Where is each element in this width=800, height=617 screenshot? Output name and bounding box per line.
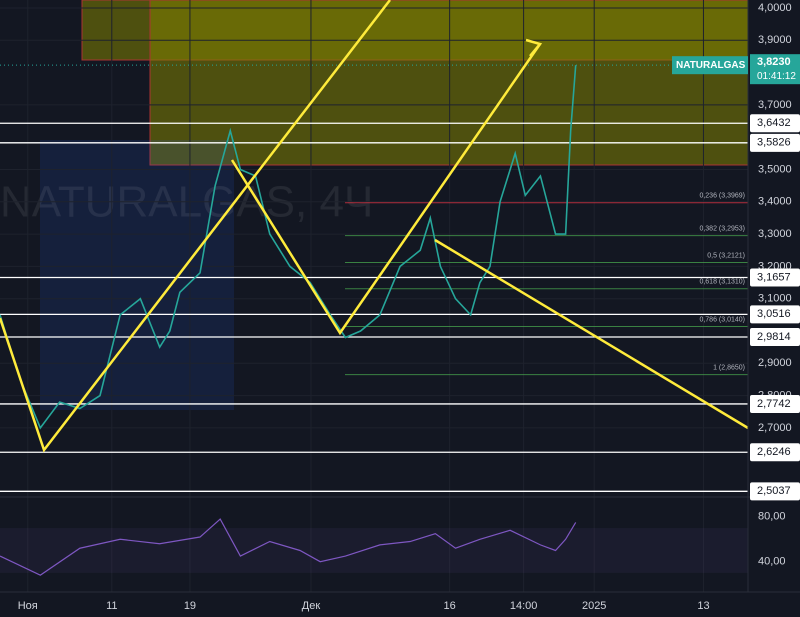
rsi-line — [0, 518, 577, 576]
x-tick-label: 19 — [184, 600, 196, 612]
fib-label: 0,382 (3,2953) — [699, 225, 745, 232]
x-tick-label: 14:00 — [510, 600, 538, 612]
fib-label: 0,618 (3,1310) — [699, 279, 745, 286]
x-tick-label: 16 — [444, 600, 456, 612]
level-badge — [750, 482, 800, 501]
symbol-label: NATURALGAS — [676, 60, 746, 71]
level-badge — [750, 114, 800, 133]
level-label: 2,5037 — [757, 485, 791, 497]
countdown: 01:41:12 — [757, 71, 796, 82]
y-tick-label: 3,1000 — [758, 293, 792, 305]
last-badge — [750, 54, 800, 85]
y-tick-label: 2,7000 — [758, 422, 792, 434]
x-tick-label: Дек — [302, 600, 321, 612]
price-line — [0, 65, 577, 430]
fib-label: 0,786 (3,0140) — [699, 316, 745, 323]
x-tick-label: Ноя — [18, 600, 38, 612]
level-badge — [750, 394, 800, 413]
fib-label: 1 (2,8650) — [713, 364, 745, 371]
level-badge — [750, 133, 800, 152]
y-tick-label: 3,3000 — [758, 228, 792, 240]
level-label: 3,6432 — [757, 117, 791, 129]
level-label: 2,7742 — [757, 398, 791, 410]
volume-profile-zone — [40, 140, 234, 410]
fib-label: 0,236 (3,3969) — [699, 193, 745, 200]
level-label: 2,9814 — [757, 331, 791, 343]
y-tick-label: 4,0000 — [758, 2, 792, 14]
level-label: 2,6246 — [757, 446, 791, 458]
symbol-badge — [672, 56, 748, 75]
zone-main — [149, 0, 749, 166]
y-tick-label: 3,7000 — [758, 99, 792, 111]
arrow-head — [525, 38, 543, 57]
last-label: 3,8230 — [757, 56, 791, 68]
level-label: 3,0516 — [757, 308, 791, 320]
y-tick-label: 3,4000 — [758, 196, 792, 208]
x-tick-label: 11 — [106, 600, 117, 612]
level-badge — [750, 443, 800, 462]
level-badge — [750, 328, 800, 347]
level-badge — [750, 305, 800, 324]
zigzag-drawing — [0, 0, 391, 453]
zigzag-drawing — [230, 43, 542, 336]
rsi-tick-label: 40,00 — [758, 556, 786, 568]
y-tick-label: 3,5000 — [758, 163, 792, 175]
x-tick-label: 13 — [697, 600, 709, 612]
y-tick-label: 3,9000 — [758, 34, 792, 46]
trend-drawing — [434, 238, 749, 430]
x-tick-label: 2025 — [582, 600, 606, 612]
rsi-tick-label: 80,00 — [758, 511, 786, 523]
level-label: 3,1657 — [757, 271, 791, 283]
level-label: 3,5826 — [757, 137, 791, 149]
level-badge — [750, 268, 800, 287]
rsi-band — [0, 528, 748, 573]
y-tick-label: 2,9000 — [758, 357, 792, 369]
fib-label: 0,5 (3,2121) — [707, 252, 745, 259]
